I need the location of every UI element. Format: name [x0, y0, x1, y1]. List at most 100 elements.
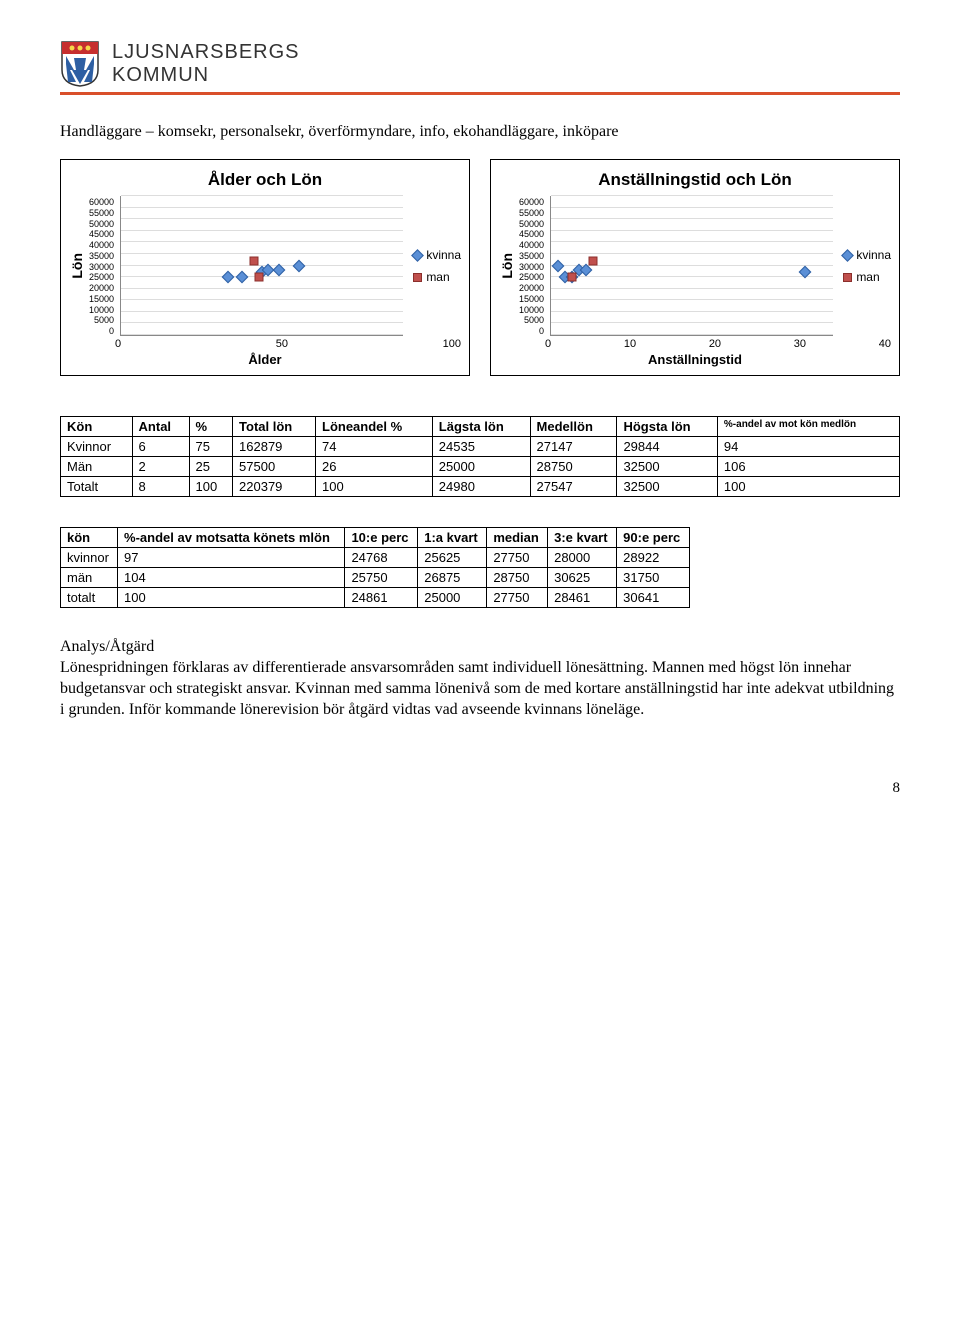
ytick-label: 15000: [519, 295, 544, 304]
ytick-label: 30000: [89, 263, 114, 272]
analysis-heading: Analys/Åtgärd: [60, 638, 900, 656]
legend-kvinna-label: kvinna: [856, 248, 891, 262]
table-cell: 24980: [432, 477, 530, 497]
table-cell: 26: [316, 457, 433, 477]
legend-kvinna: kvinna: [413, 248, 461, 262]
xtick-label: 0: [545, 338, 551, 350]
ytick-label: 30000: [519, 263, 544, 272]
legend-man: man: [843, 270, 891, 284]
chart2-title: Anställningstid och Lön: [499, 170, 891, 190]
legend-man: man: [413, 270, 461, 284]
ytick-label: 55000: [519, 209, 544, 218]
table-cell: 25625: [418, 548, 487, 568]
data-point-kvinna: [222, 271, 235, 284]
ytick-label: 45000: [89, 230, 114, 239]
ytick-label: 5000: [519, 316, 544, 325]
table-cell: 32500: [617, 477, 717, 497]
table-header: %-andel av motsatta könets mlön: [118, 528, 345, 548]
chart1-legend: kvinna man: [407, 196, 461, 336]
table-cell: 100: [717, 477, 899, 497]
table-cell: 28922: [617, 548, 690, 568]
legend-man-label: man: [426, 270, 449, 284]
chart1-plot-area: [120, 196, 403, 336]
table-cell: 24861: [345, 588, 418, 608]
ytick-label: 20000: [519, 284, 544, 293]
table-header: Lägsta lön: [432, 417, 530, 437]
table-cell: 24768: [345, 548, 418, 568]
table-cell: 29844: [617, 437, 717, 457]
table-cell: 26875: [418, 568, 487, 588]
table-cell: 74: [316, 437, 433, 457]
table-cell: 25000: [418, 588, 487, 608]
chart-tenure-salary: Anställningstid och Lön Lön 600005500050…: [490, 159, 900, 376]
brand-line-1: LJUSNARSBERGS: [112, 41, 300, 64]
table-cell: Totalt: [61, 477, 133, 497]
table-header: Antal: [132, 417, 189, 437]
xtick-label: 10: [624, 338, 636, 350]
ytick-label: 0: [519, 327, 544, 336]
charts-row: Ålder och Lön Lön 6000055000500004500040…: [60, 159, 900, 376]
ytick-label: 35000: [519, 252, 544, 261]
table-cell: 31750: [617, 568, 690, 588]
table-header: Kön: [61, 417, 133, 437]
table-cell: 27750: [487, 548, 548, 568]
salary-percentile-table: kön%-andel av motsatta könets mlön10:e p…: [60, 527, 690, 608]
legend-kvinna-label: kvinna: [426, 248, 461, 262]
table-cell: män: [61, 568, 118, 588]
table-cell: 6: [132, 437, 189, 457]
ytick-label: 5000: [89, 316, 114, 325]
chart1-xlabel: Ålder: [69, 352, 461, 367]
table-cell: 28750: [530, 457, 617, 477]
data-point-kvinna: [236, 271, 249, 284]
table-cell: 27547: [530, 477, 617, 497]
table-cell: 97: [118, 548, 345, 568]
table-cell: Kvinnor: [61, 437, 133, 457]
table-cell: 27147: [530, 437, 617, 457]
ytick-label: 50000: [519, 220, 544, 229]
xtick-label: 0: [115, 338, 121, 350]
brand-line-2: KOMMUN: [112, 64, 300, 87]
chart1-yticks: 6000055000500004500040000350003000025000…: [89, 196, 116, 336]
table-cell: kvinnor: [61, 548, 118, 568]
table-header: %: [189, 417, 232, 437]
diamond-icon: [411, 249, 424, 262]
ytick-label: 35000: [89, 252, 114, 261]
table-row: Män2255750026250002875032500106: [61, 457, 900, 477]
page: LJUSNARSBERGS KOMMUN Handläggare – komse…: [0, 0, 960, 837]
table-cell: 100: [118, 588, 345, 608]
table-row: totalt1002486125000277502846130641: [61, 588, 690, 608]
ytick-label: 60000: [89, 198, 114, 207]
chart1-title: Ålder och Lön: [69, 170, 461, 190]
table-row: Kvinnor6751628797424535271472984494: [61, 437, 900, 457]
ytick-label: 45000: [519, 230, 544, 239]
table-header: 3:e kvart: [548, 528, 617, 548]
table-cell: 28000: [548, 548, 617, 568]
municipality-crest-icon: [60, 40, 100, 88]
page-header: LJUSNARSBERGS KOMMUN: [60, 40, 900, 95]
chart2-xlabel: Anställningstid: [499, 352, 891, 367]
table-header: median: [487, 528, 548, 548]
table-header: Löneandel %: [316, 417, 433, 437]
ytick-label: 10000: [89, 306, 114, 315]
data-point-man: [255, 273, 264, 282]
table-header: %-andel av mot kön medlön: [717, 417, 899, 437]
xtick-label: 50: [276, 338, 288, 350]
table-cell: totalt: [61, 588, 118, 608]
table-cell: 30641: [617, 588, 690, 608]
table-cell: 220379: [233, 477, 316, 497]
table-cell: 25: [189, 457, 232, 477]
xtick-label: 30: [794, 338, 806, 350]
ytick-label: 50000: [89, 220, 114, 229]
ytick-label: 55000: [89, 209, 114, 218]
brand-text: LJUSNARSBERGS KOMMUN: [112, 41, 300, 87]
ytick-label: 40000: [89, 241, 114, 250]
table-cell: 28750: [487, 568, 548, 588]
ytick-label: 25000: [519, 273, 544, 282]
table-cell: 75: [189, 437, 232, 457]
table-header: Högsta lön: [617, 417, 717, 437]
table-cell: 57500: [233, 457, 316, 477]
data-point-kvinna: [552, 259, 565, 272]
table-cell: 24535: [432, 437, 530, 457]
table-cell: 162879: [233, 437, 316, 457]
table-cell: 30625: [548, 568, 617, 588]
